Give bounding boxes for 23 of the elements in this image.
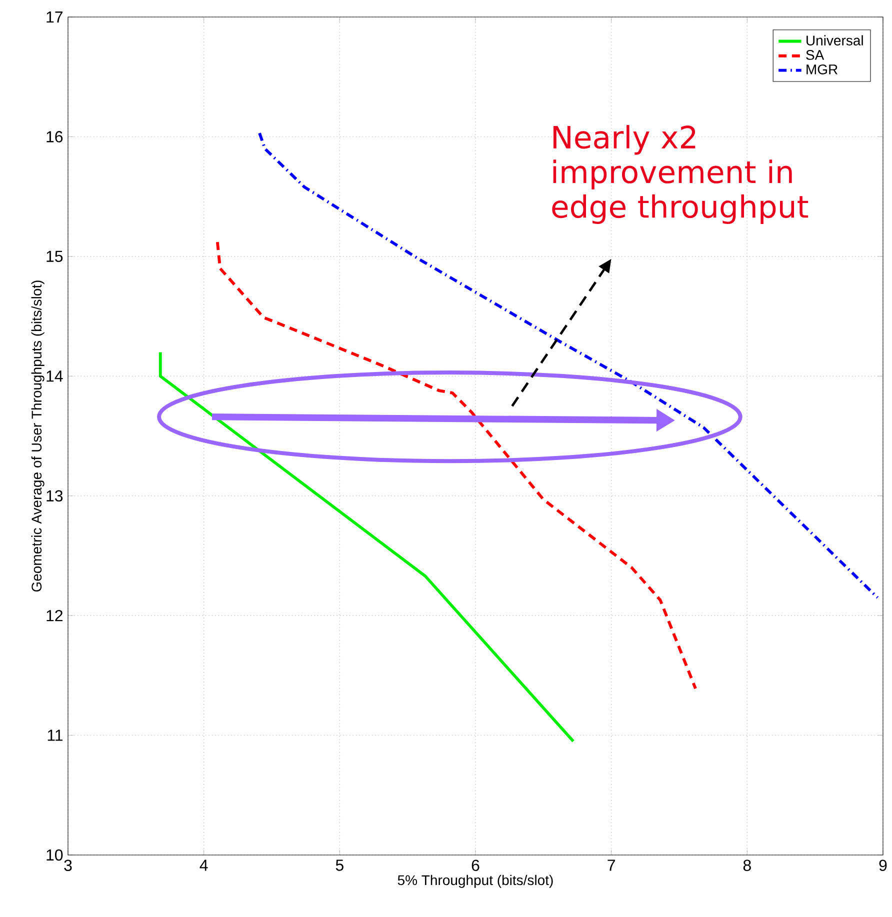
legend-label: MGR: [806, 64, 838, 74]
x-tick-label: 7: [608, 860, 615, 871]
x-tick-label: 9: [879, 860, 887, 872]
x-tick-label: 5: [336, 860, 344, 871]
x-tick-label: 3: [64, 860, 72, 872]
y-axis-title: Geometric Average of User Throughputs (bits/slot): [31, 280, 44, 592]
annotation: Nearly x2 improvement in edge throughput: [552, 125, 808, 224]
x-axis-title: 5% Throughput (bits/slot): [398, 874, 553, 888]
legend-label: Universal: [806, 35, 863, 46]
y-tick-label: 11: [48, 730, 63, 741]
y-tick-label: 17: [46, 12, 62, 23]
legend-label: SA: [806, 50, 824, 60]
y-tick-label: 13: [46, 490, 63, 502]
line-series: [158, 350, 575, 743]
y-tick-label: 10: [46, 849, 63, 861]
x-tick-label: 6: [472, 860, 480, 872]
y-tick-label: 15: [46, 250, 63, 262]
x-tick-label: 8: [743, 860, 751, 872]
y-tick-label: 12: [46, 610, 62, 622]
line-series: [216, 240, 698, 690]
x-tick-label: 4: [200, 860, 208, 871]
y-tick-label: 16: [46, 131, 63, 142]
y-tick-label: 14: [46, 370, 63, 382]
